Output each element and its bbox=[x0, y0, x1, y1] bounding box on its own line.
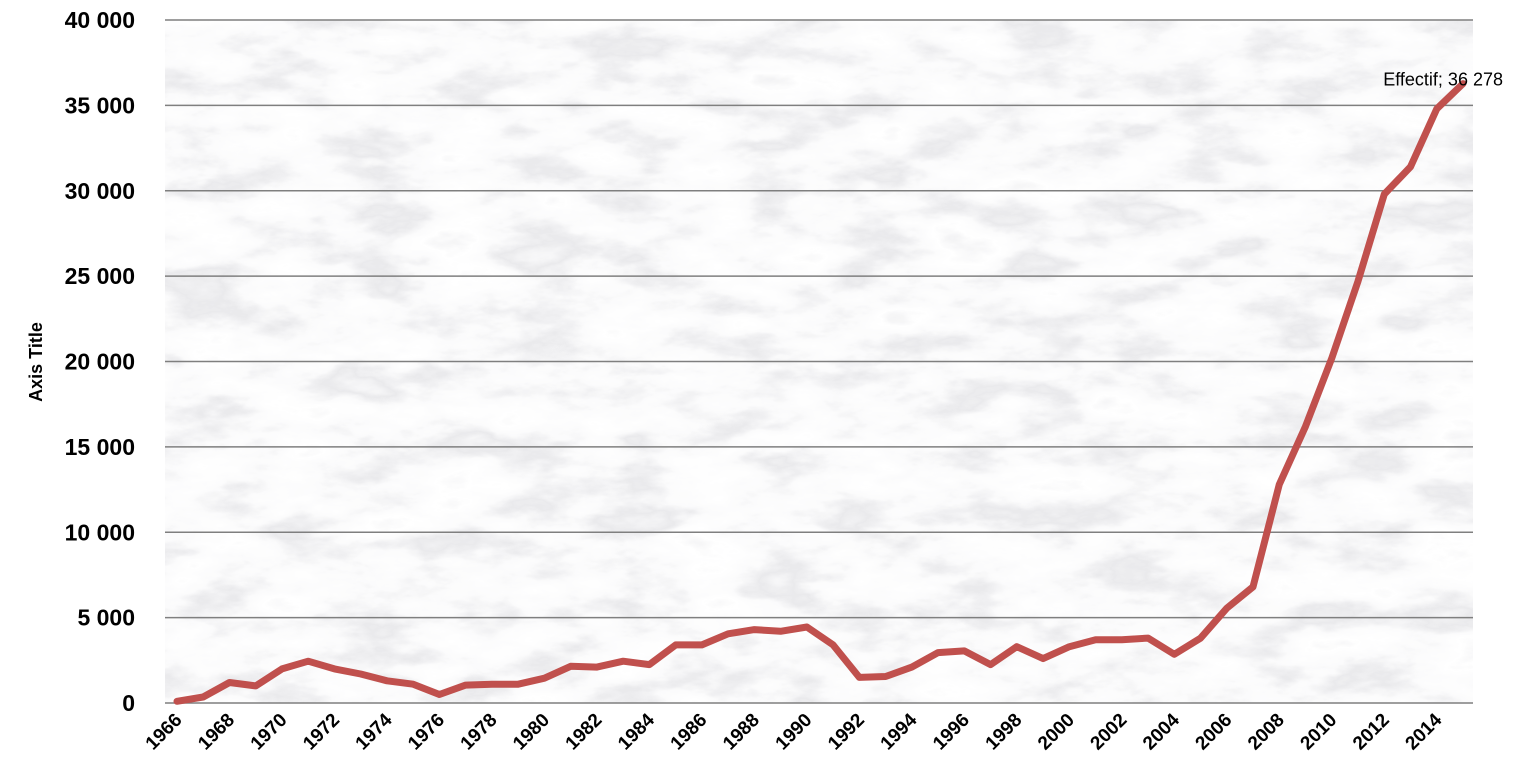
data-point bbox=[778, 628, 784, 634]
y-tick-label: 35 000 bbox=[65, 92, 135, 118]
x-tick-label: 1986 bbox=[667, 710, 712, 755]
data-point bbox=[1434, 106, 1440, 112]
data-point bbox=[1014, 644, 1020, 650]
data-point bbox=[594, 664, 600, 670]
y-axis-title: Axis Title bbox=[26, 322, 46, 402]
y-tick-label: 5 000 bbox=[77, 605, 135, 631]
data-point bbox=[436, 692, 442, 698]
x-tick-label: 1998 bbox=[982, 710, 1027, 755]
y-axis-tick-labels: 0 5 000 10 000 15 000 20 000 25 000 30 000 35 0… bbox=[65, 7, 135, 716]
x-tick-label: 2008 bbox=[1244, 710, 1289, 755]
data-point bbox=[1119, 637, 1125, 643]
data-point bbox=[673, 642, 679, 648]
data-point bbox=[1381, 191, 1387, 197]
y-tick-label: 40 000 bbox=[65, 7, 135, 33]
data-point bbox=[909, 664, 915, 670]
x-tick-label: 1974 bbox=[352, 709, 397, 754]
data-point bbox=[804, 624, 810, 630]
x-tick-label: 1976 bbox=[404, 710, 449, 755]
data-point bbox=[1303, 423, 1309, 429]
data-point bbox=[489, 681, 495, 687]
y-tick-label: 10 000 bbox=[65, 519, 135, 545]
data-point bbox=[279, 666, 285, 672]
y-tick-label: 15 000 bbox=[65, 434, 135, 460]
data-point bbox=[1093, 637, 1099, 643]
data-point bbox=[541, 675, 547, 681]
x-tick-label: 1968 bbox=[194, 710, 239, 755]
data-point bbox=[568, 663, 574, 669]
x-tick-label: 2010 bbox=[1297, 710, 1342, 755]
data-point bbox=[332, 666, 338, 672]
data-point bbox=[174, 698, 180, 704]
x-tick-label: 2002 bbox=[1087, 710, 1132, 755]
data-point bbox=[830, 642, 836, 648]
data-point bbox=[515, 681, 521, 687]
data-point bbox=[200, 694, 206, 700]
y-tick-label: 25 000 bbox=[65, 263, 135, 289]
y-tick-label: 30 000 bbox=[65, 178, 135, 204]
data-point bbox=[1224, 605, 1230, 611]
x-axis-tick-labels: 1966 1968 1970 1972 1974 1976 1978 1980 1982 1984… bbox=[142, 709, 1447, 754]
data-point bbox=[1329, 355, 1335, 361]
data-point bbox=[751, 627, 757, 633]
data-point bbox=[410, 681, 416, 687]
data-point bbox=[1408, 164, 1414, 170]
data-point bbox=[1198, 635, 1204, 641]
x-tick-label: 1970 bbox=[247, 710, 292, 755]
x-tick-label: 2004 bbox=[1139, 709, 1184, 754]
data-point bbox=[1171, 651, 1177, 657]
data-point bbox=[1145, 635, 1151, 641]
data-point bbox=[384, 678, 390, 684]
x-tick-label: 1996 bbox=[929, 710, 974, 755]
x-tick-label: 1972 bbox=[299, 710, 344, 755]
gridlines bbox=[165, 19, 1473, 704]
x-tick-label: 1984 bbox=[614, 709, 659, 754]
x-tick-label: 1988 bbox=[719, 710, 764, 755]
x-tick-label: 1994 bbox=[877, 709, 922, 754]
data-point bbox=[1355, 278, 1361, 284]
x-tick-label: 1982 bbox=[562, 710, 607, 755]
data-point bbox=[988, 662, 994, 668]
data-point bbox=[646, 662, 652, 668]
data-point bbox=[935, 650, 941, 656]
data-point bbox=[620, 658, 626, 664]
data-point bbox=[1276, 481, 1282, 487]
data-point bbox=[725, 631, 731, 637]
x-tick-label: 2006 bbox=[1192, 710, 1237, 755]
data-point bbox=[463, 682, 469, 688]
data-label-last-point: Effectif; 36 278 bbox=[1383, 70, 1503, 90]
x-tick-label: 1990 bbox=[772, 710, 817, 755]
data-point bbox=[883, 674, 889, 680]
data-point bbox=[227, 680, 233, 686]
x-tick-label: 2000 bbox=[1034, 710, 1079, 755]
x-tick-label: 2014 bbox=[1402, 709, 1447, 754]
x-tick-label: 1966 bbox=[142, 710, 187, 755]
data-point bbox=[1040, 656, 1046, 662]
x-tick-label: 1978 bbox=[457, 710, 502, 755]
data-point bbox=[1250, 584, 1256, 590]
data-point bbox=[305, 658, 311, 664]
data-point bbox=[1066, 644, 1072, 650]
data-point bbox=[856, 674, 862, 680]
data-point bbox=[253, 683, 259, 689]
data-point bbox=[358, 671, 364, 677]
x-tick-label: 1992 bbox=[824, 710, 869, 755]
data-point bbox=[961, 648, 967, 654]
y-tick-label: 20 000 bbox=[65, 349, 135, 375]
x-tick-label: 1980 bbox=[509, 710, 554, 755]
x-tick-label: 2012 bbox=[1349, 710, 1394, 755]
data-point bbox=[699, 642, 705, 648]
y-tick-label: 0 bbox=[122, 690, 135, 716]
series-line bbox=[173, 80, 1467, 705]
